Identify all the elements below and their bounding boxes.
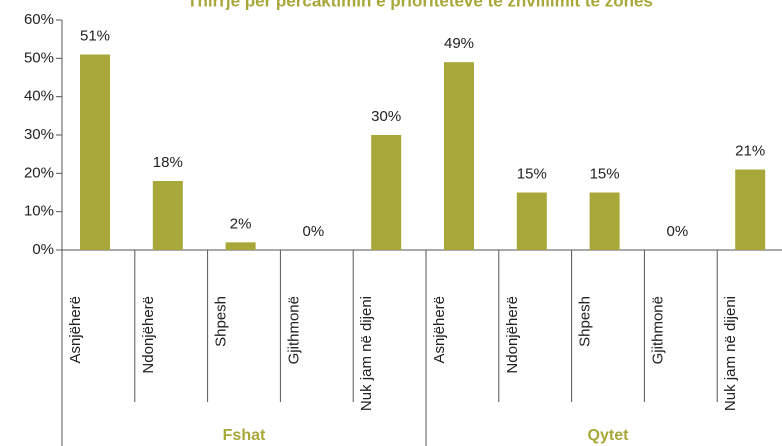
value-label: 2%	[230, 215, 252, 232]
x-tick-label: Nuk jam në dijeni	[358, 296, 375, 411]
value-label: 0%	[303, 223, 325, 240]
bar	[225, 242, 256, 250]
value-label: 18%	[153, 154, 183, 171]
value-label: 15%	[590, 165, 620, 182]
bar	[444, 62, 474, 250]
group-label: Fshat	[223, 427, 266, 444]
x-tick-label: Gjithmonë	[285, 296, 302, 364]
value-label: 49%	[444, 35, 474, 52]
value-label: 30%	[371, 108, 401, 125]
bar	[152, 181, 183, 250]
y-tick-label: 50%	[24, 49, 54, 66]
x-tick-label: Ndonjëherë	[140, 296, 157, 374]
value-label: 21%	[735, 142, 765, 159]
y-tick-label: 40%	[24, 88, 54, 105]
bar	[80, 54, 110, 250]
bar	[371, 135, 402, 250]
bar	[735, 169, 766, 250]
x-tick-label: Asnjëherë	[67, 296, 84, 364]
bar	[516, 192, 547, 250]
x-tick-label: Shpesh	[577, 296, 594, 347]
bar	[589, 192, 620, 250]
y-tick-label: 0%	[32, 241, 54, 258]
y-tick-label: 60%	[24, 11, 54, 28]
chart-title: Thirrje për përcaktimin e prioriteteve t…	[187, 0, 653, 10]
x-tick-label: Nuk jam në dijeni	[722, 296, 739, 411]
y-tick-label: 20%	[24, 164, 54, 181]
x-tick-label: Ndonjëherë	[504, 296, 521, 374]
x-tick-label: Asnjëherë	[431, 296, 448, 364]
y-tick-label: 10%	[24, 203, 54, 220]
value-label: 0%	[667, 223, 689, 240]
value-label: 51%	[80, 27, 110, 44]
group-label: Qytet	[588, 427, 630, 444]
x-tick-label: Shpesh	[213, 296, 230, 347]
x-tick-label: Gjithmonë	[649, 296, 666, 364]
y-tick-label: 30%	[24, 126, 54, 143]
value-label: 15%	[517, 165, 547, 182]
